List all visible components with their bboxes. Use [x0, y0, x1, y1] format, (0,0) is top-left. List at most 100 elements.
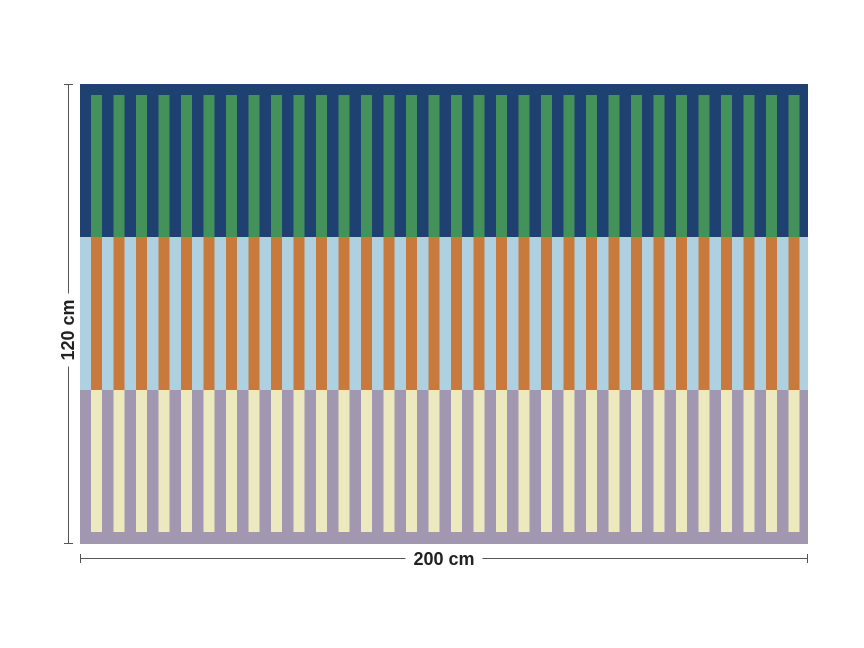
stripe-top — [721, 95, 732, 237]
height-dimension-tick-top — [64, 84, 73, 85]
stripe-bottom — [113, 390, 125, 532]
stripe-bottom — [158, 390, 170, 532]
stripe-middle — [676, 237, 687, 390]
stripe-middle — [316, 237, 327, 390]
stripe-bottom — [586, 390, 597, 532]
stripe-bottom — [428, 390, 440, 532]
stripe-bottom — [743, 390, 755, 532]
stripe-top — [698, 95, 710, 237]
stripe-top — [428, 95, 440, 237]
stripe-middle — [563, 237, 575, 390]
rug-pattern — [80, 84, 808, 544]
stripe-bottom — [361, 390, 372, 532]
stripe-middle — [698, 237, 710, 390]
stripe-middle — [248, 237, 260, 390]
stripe-top — [361, 95, 372, 237]
height-dimension-label: 120 cm — [58, 293, 78, 367]
stripe-middle — [136, 237, 147, 390]
stripe-bottom — [698, 390, 710, 532]
stripe-middle — [406, 237, 417, 390]
stripe-bottom — [788, 390, 800, 532]
stripe-bottom — [721, 390, 732, 532]
stripe-bottom — [451, 390, 462, 532]
stripe-top — [788, 95, 800, 237]
stripe-middle — [721, 237, 732, 390]
stripe-top — [586, 95, 597, 237]
stripe-bottom — [496, 390, 507, 532]
stripe-bottom — [541, 390, 552, 532]
stripe-bottom — [338, 390, 350, 532]
stripe-middle — [586, 237, 597, 390]
stripe-bottom — [91, 390, 102, 532]
height-dimension-tick-bottom — [64, 543, 73, 544]
stripe-top — [226, 95, 237, 237]
stripe-middle — [361, 237, 372, 390]
stripe-bottom — [563, 390, 575, 532]
stripe-top — [248, 95, 260, 237]
stripe-bottom — [631, 390, 642, 532]
stripe-top — [473, 95, 485, 237]
stripe-bottom — [766, 390, 777, 532]
stripe-bottom — [316, 390, 327, 532]
stripe-top — [653, 95, 665, 237]
stripe-top — [383, 95, 395, 237]
stripe-top — [766, 95, 777, 237]
stripe-top — [608, 95, 620, 237]
stripe-top — [518, 95, 530, 237]
stripe-bottom — [518, 390, 530, 532]
stripe-middle — [518, 237, 530, 390]
width-dimension-tick-left — [80, 554, 81, 563]
stripe-bottom — [608, 390, 620, 532]
stripe-top — [451, 95, 462, 237]
stripe-middle — [383, 237, 395, 390]
stripe-middle — [608, 237, 620, 390]
stripe-top — [676, 95, 687, 237]
stripe-top — [743, 95, 755, 237]
stripe-middle — [766, 237, 777, 390]
stripe-middle — [91, 237, 102, 390]
stripe-middle — [113, 237, 125, 390]
stripe-middle — [631, 237, 642, 390]
stripe-bottom — [181, 390, 192, 532]
stripe-bottom — [271, 390, 282, 532]
stripe-top — [293, 95, 305, 237]
stripe-middle — [158, 237, 170, 390]
stripe-middle — [496, 237, 507, 390]
stripe-middle — [428, 237, 440, 390]
stripe-bottom — [406, 390, 417, 532]
stripe-top — [631, 95, 642, 237]
stripe-middle — [743, 237, 755, 390]
stripe-top — [271, 95, 282, 237]
stripe-bottom — [293, 390, 305, 532]
stripe-top — [406, 95, 417, 237]
stripe-bottom — [653, 390, 665, 532]
stripe-bottom — [226, 390, 237, 532]
stripe-middle — [203, 237, 215, 390]
stripe-top — [136, 95, 147, 237]
stripe-middle — [226, 237, 237, 390]
stripe-top — [563, 95, 575, 237]
stripe-top — [496, 95, 507, 237]
stripe-top — [158, 95, 170, 237]
stripe-middle — [181, 237, 192, 390]
width-dimension-tick-right — [807, 554, 808, 563]
stripe-bottom — [383, 390, 395, 532]
stripe-middle — [541, 237, 552, 390]
stripe-top — [541, 95, 552, 237]
stripe-bottom — [136, 390, 147, 532]
stripe-middle — [451, 237, 462, 390]
stripe-middle — [788, 237, 800, 390]
stripe-top — [316, 95, 327, 237]
stripe-top — [338, 95, 350, 237]
stripe-bottom — [203, 390, 215, 532]
stripe-middle — [473, 237, 485, 390]
stripe-top — [203, 95, 215, 237]
width-dimension-label: 200 cm — [405, 549, 483, 569]
stripe-middle — [338, 237, 350, 390]
stripe-middle — [293, 237, 305, 390]
stripe-top — [181, 95, 192, 237]
stripe-top — [113, 95, 125, 237]
stripe-bottom — [676, 390, 687, 532]
stripe-middle — [653, 237, 665, 390]
stripe-top — [91, 95, 102, 237]
